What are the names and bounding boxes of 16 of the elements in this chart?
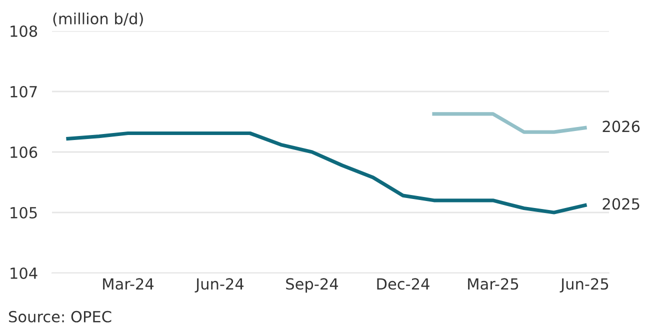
x-tick-label: Jun-24 — [194, 278, 244, 293]
x-tick-label: Mar-25 — [468, 278, 518, 290]
series-label: 2025 — [602, 198, 640, 210]
y-tick-label: 105 — [10, 206, 37, 219]
line-series — [66, 131, 587, 214]
y-tick-label: 106 — [10, 146, 38, 158]
y-tick-label: 107 — [10, 86, 37, 98]
x-tick-label: Mar-24 — [103, 278, 154, 290]
x-tick-label: Dec-24 — [377, 278, 430, 290]
x-tick-label: Jun-25 — [560, 278, 608, 293]
y-axis-title: (million b/d) — [53, 12, 143, 26]
series-label: 2026 — [602, 120, 640, 132]
y-tick-label: 108 — [10, 25, 38, 38]
y-tick-label: 104 — [10, 267, 38, 280]
source-note: Source: OPEC — [9, 310, 112, 322]
x-tick-label: Sep-24 — [286, 278, 338, 293]
